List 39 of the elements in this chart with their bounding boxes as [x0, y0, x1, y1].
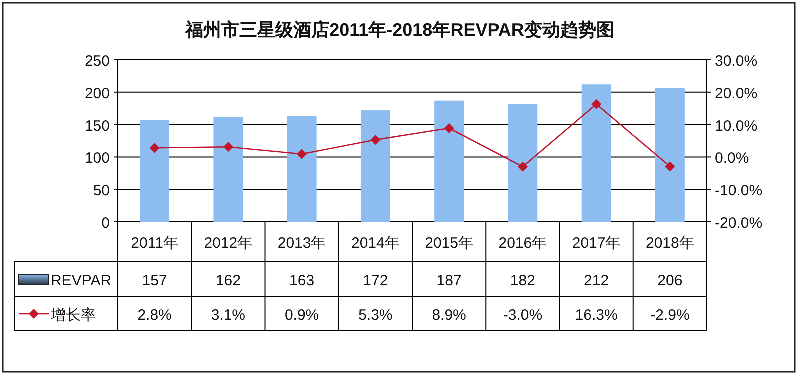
data-label: 5.3%	[358, 307, 393, 324]
y2-tick-label: 20.0%	[715, 85, 758, 102]
data-label: 16.3%	[575, 307, 618, 324]
y2-tick-label: -10.0%	[715, 182, 763, 200]
data-label: 212	[584, 272, 610, 290]
x-tick-label: 2014年	[352, 235, 400, 252]
x-tick-label: 2011年	[131, 235, 178, 252]
legend-label: 增长率	[50, 307, 96, 324]
data-label: 162	[216, 272, 241, 290]
data-label: 2.8%	[138, 307, 172, 324]
y2-tick-label: -20.0%	[715, 215, 763, 232]
legend-label: REVPAR	[51, 272, 112, 290]
data-label: 157	[142, 272, 168, 290]
data-label: 0.9%	[284, 307, 320, 324]
data-label: 172	[363, 272, 388, 290]
x-tick-label: 2017年	[572, 235, 621, 252]
y2-tick-label: 30.0%	[715, 53, 758, 70]
x-tick-label: 2012年	[204, 235, 253, 252]
y2-tick-label: 0.0%	[715, 150, 750, 168]
y-tick-label: 250	[84, 53, 110, 70]
chart-title: 福州市三星级酒店2011年-2018年REVPAR变动趋势图	[184, 20, 614, 40]
y-tick-label: 150	[84, 118, 110, 135]
data-label: 3.1%	[211, 307, 246, 324]
data-label: 163	[290, 272, 315, 290]
y2-tick-label: 10.0%	[715, 118, 758, 135]
x-tick-label: 2013年	[278, 235, 326, 252]
y-tick-label: 100	[84, 150, 110, 168]
data-label: 187	[436, 272, 462, 290]
x-tick-label: 2016年	[498, 235, 548, 252]
data-label: -3.0%	[503, 307, 543, 324]
y-tick-label: 200	[84, 85, 110, 102]
data-label: 206	[658, 272, 683, 290]
x-tick-label: 2018年	[646, 235, 694, 252]
data-label: -2.9%	[650, 307, 690, 324]
y-tick-label: 50	[93, 182, 110, 200]
data-label: 182	[510, 272, 536, 290]
x-tick-label: 2015年	[425, 235, 474, 252]
y-tick-label: 0	[102, 215, 110, 232]
data-label: 8.9%	[432, 307, 466, 324]
